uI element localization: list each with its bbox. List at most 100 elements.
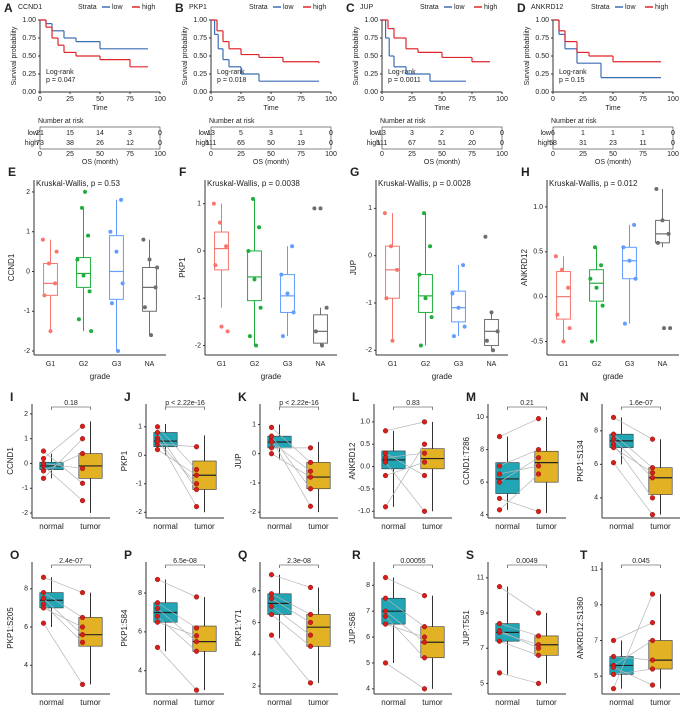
x-tick-label: normal: [381, 698, 406, 707]
risk-frame: [210, 126, 332, 150]
y-tick-label: 0.25: [364, 71, 378, 78]
point: [610, 653, 617, 660]
pair-line: [43, 603, 83, 643]
pair-line: [43, 453, 83, 472]
risk-count: 111: [377, 140, 388, 147]
pair-line: [271, 634, 311, 684]
point: [489, 310, 494, 315]
x-tick-label: tumor: [80, 522, 101, 531]
point: [83, 189, 88, 194]
risk-count: 0: [329, 130, 333, 137]
point: [649, 591, 656, 597]
point: [268, 439, 275, 445]
pair-line: [499, 498, 539, 512]
point: [535, 463, 542, 469]
point: [382, 621, 389, 627]
risk-x-tick-label: 25: [579, 151, 587, 158]
y-tick-label: 0.75: [535, 35, 549, 42]
point: [555, 312, 560, 317]
point: [89, 329, 94, 334]
point: [421, 450, 428, 456]
point: [382, 574, 389, 581]
y-tick-label: 7: [594, 637, 598, 644]
point: [655, 240, 660, 245]
panel-letter: D: [517, 1, 526, 15]
x-tick-label: normal: [39, 698, 64, 707]
pair-line: [157, 621, 197, 637]
point: [496, 584, 503, 590]
pair-line: [43, 426, 83, 459]
point: [79, 632, 86, 638]
y-tick-label: -2: [24, 348, 30, 355]
gene-title: ANKRD12: [531, 4, 563, 11]
panel-letter: O: [10, 548, 19, 562]
box: [76, 257, 91, 288]
y-tick-label: 7: [366, 608, 370, 615]
panel-letter: G: [350, 165, 359, 179]
box: [78, 617, 103, 647]
point: [193, 648, 200, 654]
risk-count: 0: [500, 140, 504, 147]
legend-label: high: [142, 4, 155, 11]
box: [534, 635, 559, 656]
point: [382, 660, 389, 666]
point: [450, 291, 455, 296]
point: [662, 326, 667, 331]
bracket: [507, 564, 547, 568]
point: [154, 644, 161, 651]
x-tick-label: 100: [325, 96, 337, 103]
y-tick-label: -1.0: [358, 508, 370, 515]
point: [307, 474, 314, 480]
point: [484, 338, 489, 343]
point: [535, 447, 542, 453]
point: [666, 231, 671, 236]
point: [79, 639, 86, 645]
risk-count: 12: [126, 140, 134, 147]
pair-line: [385, 597, 425, 627]
legend-label: high: [484, 4, 497, 11]
y-tick-label: 4: [24, 662, 28, 669]
x-tick-label: tumor: [308, 522, 329, 531]
risk-count: 0: [470, 130, 474, 137]
risk-count: 31: [579, 140, 587, 147]
x-tick-label: 0: [209, 96, 213, 103]
x-tick-label: 25: [237, 96, 245, 103]
x-tick-label: tumor: [308, 698, 329, 707]
point: [610, 671, 617, 677]
p-value: 1.6e-07: [629, 400, 653, 407]
pair-line: [499, 632, 539, 646]
x-tick-label: 100: [154, 96, 166, 103]
point: [252, 277, 257, 282]
risk-row-label: low: [198, 130, 209, 137]
risk-count: 65: [237, 140, 245, 147]
risk-x-tick-label: 100: [496, 151, 508, 158]
box: [214, 231, 229, 271]
y-tick-label: 0.75: [193, 35, 207, 42]
point: [654, 186, 659, 191]
risk-count: 13: [378, 130, 386, 137]
y-axis-label: JUP: [349, 260, 358, 275]
risk-row-label: high: [538, 140, 551, 147]
pair-line: [385, 461, 425, 476]
y-tick-label: 8: [24, 586, 28, 593]
point: [312, 206, 317, 211]
point: [382, 450, 389, 456]
point: [225, 329, 230, 334]
pair-line: [613, 640, 653, 666]
x-tick-label: tumor: [650, 698, 671, 707]
annotation: p = 0.15: [559, 77, 585, 84]
pair-line: [613, 656, 653, 661]
point: [649, 637, 656, 644]
point: [483, 234, 488, 239]
point: [79, 423, 86, 429]
point: [46, 261, 51, 266]
point: [193, 633, 200, 639]
point: [649, 436, 656, 442]
y-tick-label: 0.00: [535, 89, 549, 96]
point: [456, 305, 461, 310]
point: [318, 206, 323, 211]
risk-count: 26: [96, 140, 104, 147]
point: [40, 468, 47, 474]
y-tick-label: 8: [480, 446, 484, 453]
y-tick-label: 2: [252, 683, 256, 690]
